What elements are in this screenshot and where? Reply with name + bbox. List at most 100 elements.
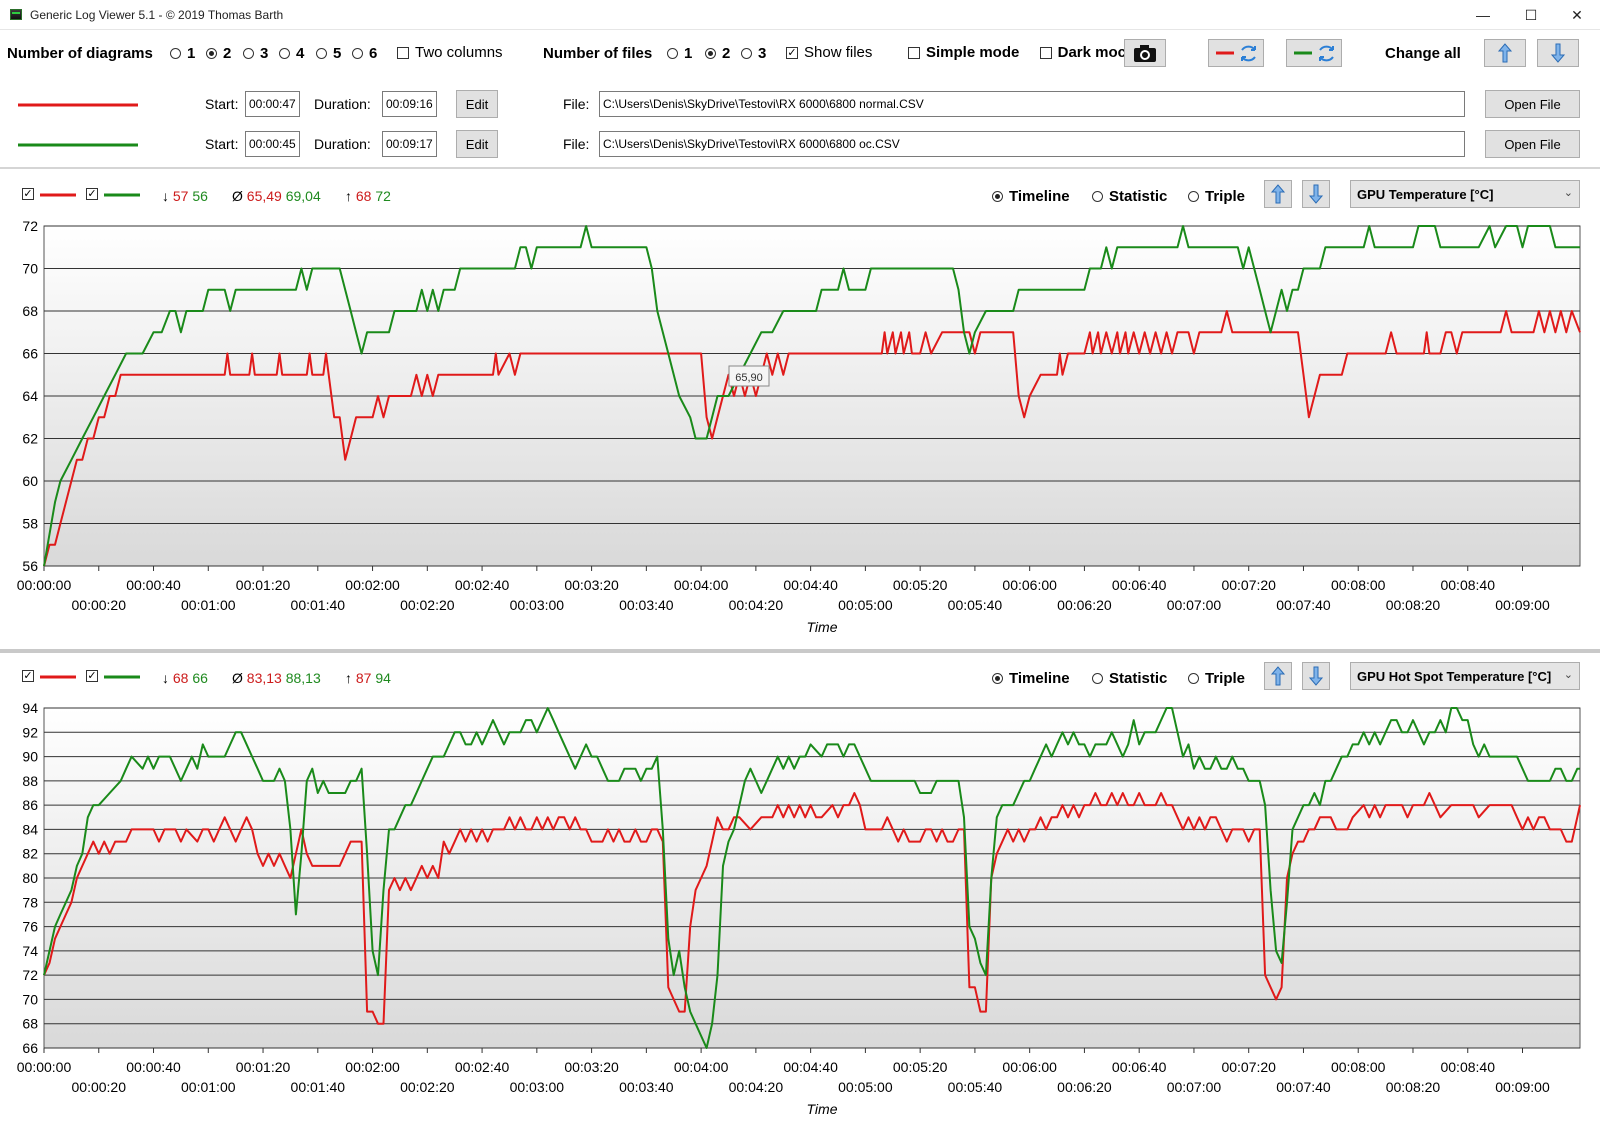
panel-2-series-1-swatch (40, 675, 76, 679)
checkbox-icon (908, 46, 920, 59)
x-tick-label: 00:03:40 (619, 597, 674, 613)
diagrams-option-2[interactable]: 2 (206, 45, 231, 62)
file-2-start-field[interactable]: 00:00:45 (245, 131, 300, 157)
x-tick-label: 00:00:00 (17, 577, 72, 593)
file-2-path-field[interactable]: C:\Users\Denis\SkyDrive\Testovi\RX 6000\… (599, 131, 1465, 157)
file-2-duration-label: Duration: (314, 136, 371, 152)
diagrams-option-5[interactable]: 5 (316, 45, 341, 62)
panel-2-series-1-checkbox[interactable]: ✓ (22, 670, 40, 682)
diagrams-option-3[interactable]: 3 (243, 45, 268, 62)
arrow-down-icon (1550, 43, 1566, 63)
panel-2-series-2-checkbox[interactable]: ✓ (86, 670, 104, 682)
two-columns-checkbox[interactable]: Two columns (397, 44, 503, 61)
file-1-open-button[interactable]: Open File (1485, 90, 1580, 118)
radio-icon (279, 48, 290, 59)
x-tick-label: 00:06:20 (1057, 597, 1112, 613)
y-tick-label: 60 (22, 473, 38, 489)
chevron-down-icon: ⌄ (1563, 187, 1573, 199)
x-tick-label: 00:01:20 (236, 577, 291, 593)
x-tick-label: 00:03:00 (510, 597, 565, 613)
swap-green-button[interactable] (1286, 39, 1342, 67)
panel-1-series-1-checkbox[interactable]: ✓ (22, 188, 40, 200)
diagrams-option-4[interactable]: 4 (279, 45, 304, 62)
swap-red-button[interactable] (1208, 39, 1264, 67)
screenshot-button[interactable] (1124, 39, 1166, 67)
radio-icon (170, 48, 181, 59)
panel-2-move-down-button[interactable] (1302, 662, 1330, 690)
y-tick-label: 64 (22, 388, 38, 404)
x-tick-label: 00:09:00 (1495, 597, 1550, 613)
x-tick-label: 00:06:00 (1002, 577, 1057, 593)
panel-1-mode-triple[interactable]: Triple (1188, 188, 1245, 205)
checkbox-icon (1040, 46, 1052, 59)
diagrams-option-1[interactable]: 1 (170, 45, 195, 62)
x-tick-label: 00:02:00 (345, 577, 400, 593)
files-option-1[interactable]: 1 (667, 45, 692, 62)
x-tick-label: 00:00:00 (17, 1059, 72, 1075)
radio-icon (316, 48, 327, 59)
x-tick-label: 00:00:40 (126, 1059, 181, 1075)
close-button[interactable]: ✕ (1571, 6, 1583, 23)
x-tick-label: 00:04:40 (783, 1059, 838, 1075)
files-option-2[interactable]: 2 (705, 45, 730, 62)
dark-mode-checkbox[interactable]: Dark moc (1040, 44, 1126, 61)
file-1-edit-button[interactable]: Edit (456, 90, 498, 118)
y-tick-label: 92 (22, 724, 38, 740)
checkmark-icon: ✓ (22, 188, 34, 200)
file-list: Start: 00:00:47 Duration: 00:09:16 Edit … (0, 84, 1600, 168)
panel-2-min-stat: ↓ 68 66 (162, 670, 208, 686)
panel-1-mode-timeline[interactable]: Timeline (992, 188, 1070, 205)
radio-icon (1188, 673, 1199, 684)
maximize-button[interactable]: ☐ (1524, 6, 1538, 23)
y-tick-label: 66 (22, 1040, 38, 1056)
y-tick-label: 70 (22, 991, 38, 1007)
swap-green-icon (1294, 45, 1334, 62)
x-tick-label: 00:06:40 (1112, 1059, 1167, 1075)
file-2-open-button[interactable]: Open File (1485, 130, 1580, 158)
panel-2-move-up-button[interactable] (1264, 662, 1292, 690)
panel-2-series-2-swatch (104, 675, 140, 679)
panel-2-mode-statistic[interactable]: Statistic (1092, 670, 1167, 687)
panel-1-sensor-select[interactable]: GPU Temperature [°C] ⌄ (1350, 180, 1580, 208)
panel-1-mode-statistic[interactable]: Statistic (1092, 188, 1167, 205)
file-2-duration-field[interactable]: 00:09:17 (382, 131, 437, 157)
x-tick-label: 00:01:40 (291, 597, 346, 613)
simple-mode-checkbox[interactable]: Simple mode (908, 44, 1019, 61)
panel-1-max-stat: ↑ 68 72 (345, 188, 391, 204)
x-tick-label: 00:06:20 (1057, 1079, 1112, 1095)
file-1-path-field[interactable]: C:\Users\Denis\SkyDrive\Testovi\RX 6000\… (599, 91, 1465, 117)
move-down-all-button[interactable] (1537, 39, 1579, 67)
file-1-duration-field[interactable]: 00:09:16 (382, 91, 437, 117)
file-2-edit-button[interactable]: Edit (456, 130, 498, 158)
minimize-button[interactable]: — (1476, 7, 1490, 23)
series-line-2 (43, 707, 1580, 1049)
chevron-down-icon: ⌄ (1563, 669, 1573, 681)
radio-selected-icon (705, 48, 716, 59)
files-option-3[interactable]: 3 (741, 45, 766, 62)
x-tick-label: 00:08:40 (1440, 1059, 1495, 1075)
panel-1-move-down-button[interactable] (1302, 180, 1330, 208)
panel-2-mode-triple[interactable]: Triple (1188, 670, 1245, 687)
file-1-color-line (18, 103, 138, 107)
x-tick-label: 00:05:20 (893, 1059, 948, 1075)
tooltip-box (728, 365, 770, 387)
file-1-start-field[interactable]: 00:00:47 (245, 91, 300, 117)
radio-icon (667, 48, 678, 59)
series-line-2 (43, 225, 1580, 567)
move-up-all-button[interactable] (1484, 39, 1526, 67)
x-tick-label: 00:02:40 (455, 577, 510, 593)
x-tick-label: 00:04:00 (674, 1059, 729, 1075)
y-tick-label: 80 (22, 870, 38, 886)
panel-2-mode-timeline[interactable]: Timeline (992, 670, 1070, 687)
panel-1-move-up-button[interactable] (1264, 180, 1292, 208)
diagrams-option-6[interactable]: 6 (352, 45, 377, 62)
x-tick-label: 00:07:40 (1276, 597, 1331, 613)
panel-1-series-2-checkbox[interactable]: ✓ (86, 188, 104, 200)
x-tick-label: 00:08:20 (1386, 597, 1441, 613)
panel-2-sensor-select[interactable]: GPU Hot Spot Temperature [°C] ⌄ (1350, 662, 1580, 690)
panel-splitter[interactable] (0, 649, 1600, 653)
x-tick-label: 00:08:40 (1440, 577, 1495, 593)
x-tick-label: 00:03:40 (619, 1079, 674, 1095)
show-files-checkbox[interactable]: ✓ Show files (786, 44, 873, 61)
x-tick-label: 00:01:00 (181, 597, 236, 613)
